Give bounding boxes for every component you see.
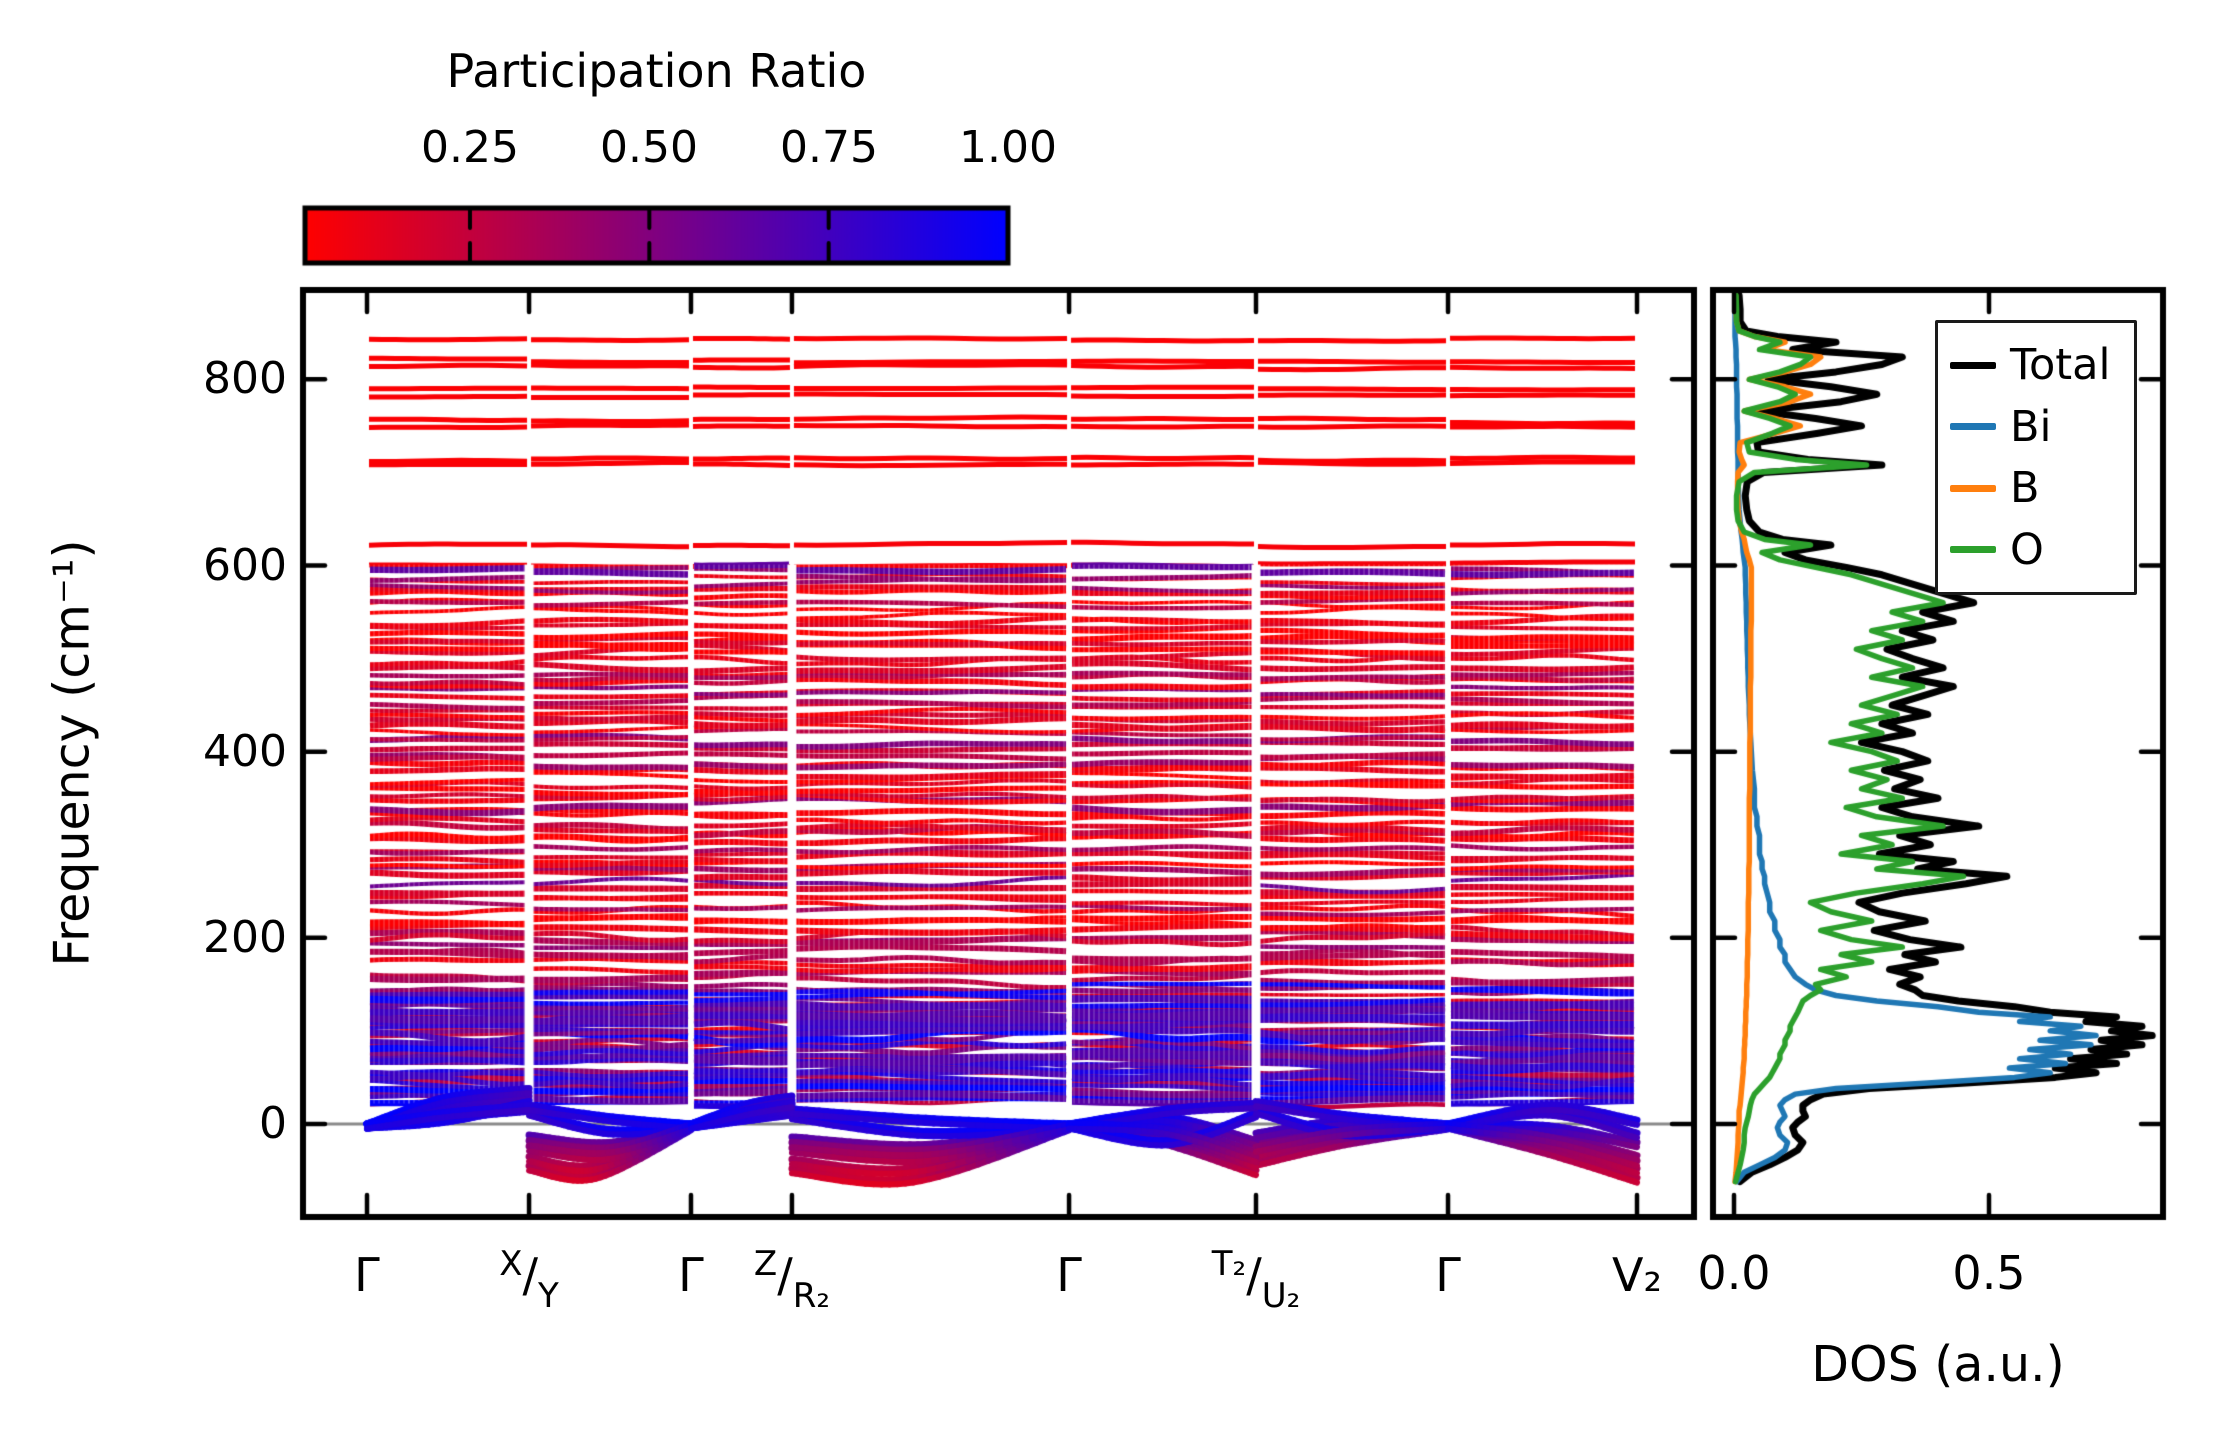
- legend-label-o: O: [2010, 524, 2044, 575]
- ytick-600: 600: [203, 540, 287, 591]
- colorbar-tick-025: 0.25: [421, 122, 519, 173]
- colorbar-tick-100: 1.00: [959, 122, 1057, 173]
- kpoint-label-7: V₂: [1612, 1248, 1662, 1302]
- kpoint-main: /: [1246, 1248, 1262, 1302]
- ytick-400: 400: [203, 726, 287, 777]
- kpoint-superscript: Z: [753, 1244, 778, 1284]
- kpoint-main: V₂: [1612, 1248, 1662, 1302]
- legend-line-bi-icon: [1950, 423, 1996, 431]
- kpoint-superscript: T₂: [1211, 1244, 1247, 1284]
- legend-item-o: O: [1950, 525, 2122, 575]
- dos-axis-label: DOS (a.u.): [1811, 1336, 2065, 1393]
- kpoint-main: /: [777, 1248, 793, 1302]
- kpoint-subscript: U₂: [1261, 1276, 1301, 1316]
- kpoint-main: /: [522, 1248, 539, 1302]
- kpoint-superscript: X: [499, 1244, 523, 1284]
- kpoint-label-1: X/Y: [499, 1244, 559, 1316]
- kpoint-label-0: Γ: [354, 1248, 380, 1302]
- kpoint-main: Γ: [1435, 1248, 1461, 1302]
- kpoint-label-6: Γ: [1435, 1248, 1461, 1302]
- kpoint-subscript: R₂: [792, 1276, 830, 1316]
- dos-legend: Total Bi B O: [1935, 320, 2137, 595]
- dos-tick-05: 0.5: [1952, 1246, 2026, 1300]
- ytick-200: 200: [203, 912, 287, 963]
- kpoint-main: Γ: [678, 1248, 704, 1302]
- legend-label-total: Total: [2010, 340, 2111, 391]
- legend-item-total: Total: [1950, 340, 2122, 390]
- kpoint-label-5: T₂/U₂: [1212, 1244, 1300, 1316]
- ytick-800: 800: [203, 353, 287, 404]
- colorbar-title: Participation Ratio: [446, 44, 867, 98]
- kpoint-subscript: Y: [538, 1276, 559, 1316]
- legend-label-b: B: [2010, 463, 2040, 514]
- dos-tick-00: 0.0: [1697, 1246, 1771, 1300]
- legend-item-b: B: [1950, 463, 2122, 513]
- kpoint-label-3: Z/R₂: [754, 1244, 830, 1316]
- kpoint-main: Γ: [1056, 1248, 1082, 1302]
- legend-line-o-icon: [1950, 546, 1996, 554]
- kpoint-label-4: Γ: [1056, 1248, 1082, 1302]
- legend-line-b-icon: [1950, 484, 1996, 492]
- legend-line-total-icon: [1950, 361, 1996, 369]
- ytick-0: 0: [259, 1098, 287, 1149]
- legend-item-bi: Bi: [1950, 402, 2122, 452]
- colorbar-tick-050: 0.50: [600, 122, 698, 173]
- kpoint-main: Γ: [354, 1248, 380, 1302]
- legend-label-bi: Bi: [2010, 401, 2052, 452]
- colorbar-tick-075: 0.75: [780, 122, 878, 173]
- kpoint-label-2: Γ: [678, 1248, 704, 1302]
